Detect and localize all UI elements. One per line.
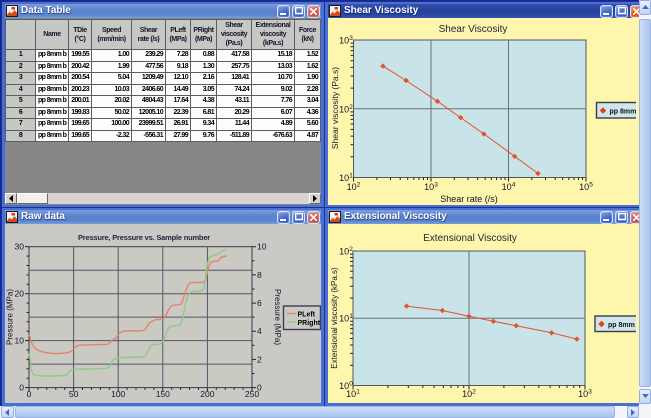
svg-text:103: 103 [578,389,592,400]
svg-text:100: 100 [339,381,353,392]
svg-text:Extensional Viscosity: Extensional Viscosity [423,233,517,244]
svg-text:8: 8 [257,270,262,280]
svg-text:20: 20 [15,289,25,299]
svg-text:Extensional viscosity (kPa.s): Extensional viscosity (kPa.s) [330,267,339,369]
svg-text:Shear rate (/s): Shear rate (/s) [440,194,498,204]
svg-text:pp 8mm b: pp 8mm b [610,109,637,116]
svg-text:0: 0 [19,383,24,393]
svg-text:Shear Viscosity: Shear Viscosity [439,24,508,35]
svg-text:101: 101 [346,389,360,400]
svg-text:103: 103 [339,35,353,46]
svg-text:100: 100 [111,389,125,399]
svg-text:102: 102 [339,246,353,257]
svg-text:101: 101 [339,173,353,184]
svg-text:pp 8mm b: pp 8mm b [608,322,636,329]
svg-text:PRight: PRight [298,320,321,327]
svg-text:102: 102 [462,389,476,400]
svg-text:150: 150 [156,389,170,399]
svg-text:0: 0 [257,383,262,393]
svg-text:Pressure, Pressure vs. Sample: Pressure, Pressure vs. Sample number [78,233,210,242]
svg-text:Shear viscosity (Pa.s): Shear viscosity (Pa.s) [330,67,340,149]
svg-text:4: 4 [257,326,262,336]
svg-text:6: 6 [257,298,262,308]
svg-text:101: 101 [339,313,353,324]
svg-text:105: 105 [579,182,593,193]
svg-text:10: 10 [257,242,267,252]
svg-text:Pressure (MPa): Pressure (MPa) [273,289,282,345]
svg-text:250: 250 [245,389,259,399]
svg-text:0: 0 [27,389,32,399]
svg-text:102: 102 [347,182,361,193]
svg-text:PLeft: PLeft [298,312,316,319]
svg-text:2: 2 [257,354,262,364]
svg-text:102: 102 [339,104,353,115]
svg-text:Pressure (MPa): Pressure (MPa) [6,289,15,345]
svg-text:10: 10 [15,336,25,346]
svg-text:104: 104 [502,182,516,193]
svg-text:103: 103 [424,182,438,193]
svg-text:50: 50 [69,389,79,399]
svg-text:200: 200 [200,389,214,399]
svg-text:30: 30 [15,242,25,252]
